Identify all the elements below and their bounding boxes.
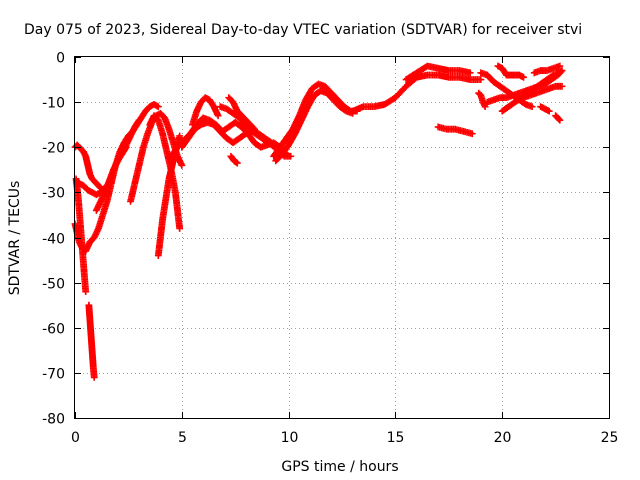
data-point [82,288,90,296]
series-arc-q [227,152,241,167]
data-point [134,118,142,125]
x-tick-label: 5 [178,430,187,446]
y-tick-label: -40 [42,232,65,248]
series-arc-c [71,220,94,255]
series-arc-z [494,62,527,81]
data-point [556,69,564,77]
data-point [233,159,241,167]
marks-layer [71,62,566,381]
y-tick-label: -50 [42,277,65,293]
data-point [477,76,485,83]
series-arc-ae [552,112,564,124]
data-point [214,112,222,120]
data-point [481,103,489,111]
y-tick-label: -20 [42,141,65,157]
data-point [556,116,564,124]
data-point [287,152,295,160]
data-point [249,124,257,132]
y-tick-label: -80 [42,412,65,428]
x-axis-label: GPS time / hours [281,459,398,475]
series-arc-k [146,112,184,232]
series-arc-t [349,71,485,115]
data-point [96,183,103,191]
series-arc-e [85,301,98,381]
plot-frame [74,56,610,419]
y-axis-label: SDTVAR / TECUs [7,181,23,296]
data-point [556,62,564,70]
series-arc-n [189,94,222,129]
y-tick-label: -70 [42,367,65,383]
x-tick-label: 20 [494,430,512,446]
x-tick-label: 0 [71,430,80,446]
data-point [176,132,184,140]
series-arc-h [101,116,143,196]
data-point [468,130,476,138]
data-point [154,103,162,111]
series-arc-v [434,123,476,138]
data-point [268,139,275,147]
series-arc-p [225,94,258,133]
series-arc-u [402,62,474,83]
y-tick-label: -10 [42,96,65,112]
data-point [251,125,258,133]
data-point [135,116,143,124]
data-point [528,103,536,111]
series-arc-ad [537,103,553,115]
series-arc-s [272,87,357,165]
data-point [178,161,186,169]
chart-title: Day 075 of 2023, Sidereal Day-to-day VTE… [24,22,582,38]
y-tick-label: -30 [42,186,65,202]
series-arc-ac [530,62,564,77]
series-arc-ab [520,82,566,102]
data-point [545,107,553,115]
series-arc-a [71,141,105,192]
ticks-layer: 0 5 10 15 20 25 0 -10 -20 -30 -40 -50 -60 -70 -80 [42,51,618,447]
x-tick-label: 10 [281,430,299,446]
data-point [176,225,184,232]
data-point [555,115,563,123]
data-point [466,69,474,77]
data-point [90,373,98,381]
x-tick-label: 25 [601,430,619,446]
data-point [520,73,527,81]
x-tick-label: 15 [387,430,405,446]
data-point [558,82,566,90]
data-point [266,138,274,146]
y-tick-label: 0 [56,51,65,67]
y-tick-label: -60 [42,322,65,338]
